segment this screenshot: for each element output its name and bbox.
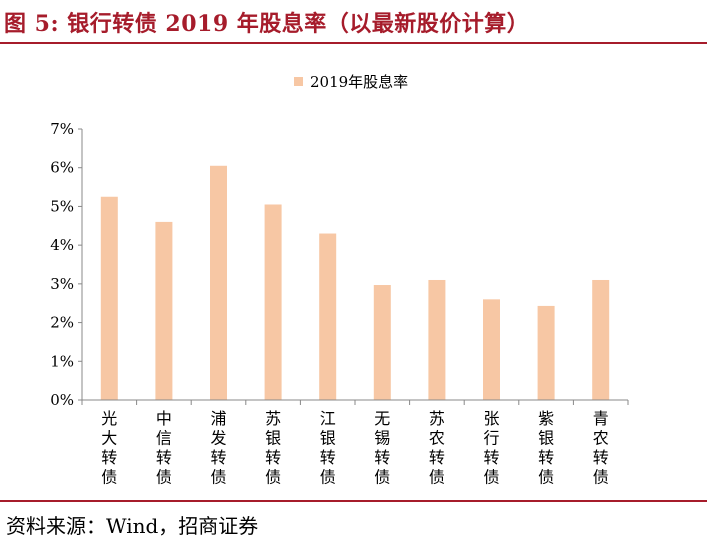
x-tick-label: 青农转债 xyxy=(593,409,609,487)
x-tick-label: 紫银转债 xyxy=(538,409,554,487)
legend-swatch xyxy=(294,76,303,86)
bars-group xyxy=(100,165,610,400)
bar xyxy=(537,305,555,400)
figure-title-bar: 图 5: 银行转债 2019 年股息率（以最新股价计算） xyxy=(0,0,707,44)
title-rule xyxy=(0,42,707,44)
bar xyxy=(155,221,173,400)
bar xyxy=(100,196,118,400)
bar xyxy=(319,233,337,400)
bar-chart: 0% 1% 2% 3% 4% 5% 6% 7% 光大转债 中信转债 浦发转债 苏银转债 江银转债 无锡转… xyxy=(50,120,629,487)
y-tick-label: 5% xyxy=(50,197,74,215)
y-tick-label: 1% xyxy=(50,352,74,370)
y-tick-label: 4% xyxy=(50,236,74,254)
x-tick-label: 浦发转债 xyxy=(210,409,226,487)
bar xyxy=(428,279,446,400)
y-tick-label: 3% xyxy=(50,275,74,293)
y-tick-label: 7% xyxy=(50,120,74,138)
x-tick-label: 江银转债 xyxy=(320,409,336,487)
y-tick-labels: 0% 1% 2% 3% 4% 5% 6% 7% xyxy=(50,120,74,409)
bar xyxy=(264,204,282,400)
x-tick-label: 苏银转债 xyxy=(265,409,281,487)
source-footer: 资料来源：Wind，招商证券 xyxy=(0,500,707,552)
bar xyxy=(210,165,227,400)
figure-title: 图 5: 银行转债 2019 年股息率（以最新股价计算） xyxy=(4,11,530,37)
y-tick-label: 2% xyxy=(50,314,74,332)
x-tick-label: 中信转债 xyxy=(156,409,172,487)
legend: 2019年股息率 xyxy=(294,72,409,91)
footer-rule xyxy=(0,500,707,502)
y-tick-label: 6% xyxy=(50,159,74,177)
source-note: 资料来源：Wind，招商证券 xyxy=(6,514,259,538)
x-tick-label: 光大转债 xyxy=(101,409,117,487)
y-tick-label: 0% xyxy=(50,391,74,409)
x-tick-labels: 光大转债 中信转债 浦发转债 苏银转债 江银转债 无锡转债 苏农转债 张行转债 紫银转债 青农转债 xyxy=(101,409,608,487)
x-tick-label: 张行转债 xyxy=(483,409,499,487)
legend-label: 2019年股息率 xyxy=(310,72,409,91)
bar xyxy=(592,279,610,400)
x-tick-label: 无锡转债 xyxy=(374,409,390,487)
axes-group xyxy=(78,128,629,405)
bar xyxy=(373,285,391,400)
x-tick-label: 苏农转债 xyxy=(429,409,445,487)
bar xyxy=(483,299,500,400)
